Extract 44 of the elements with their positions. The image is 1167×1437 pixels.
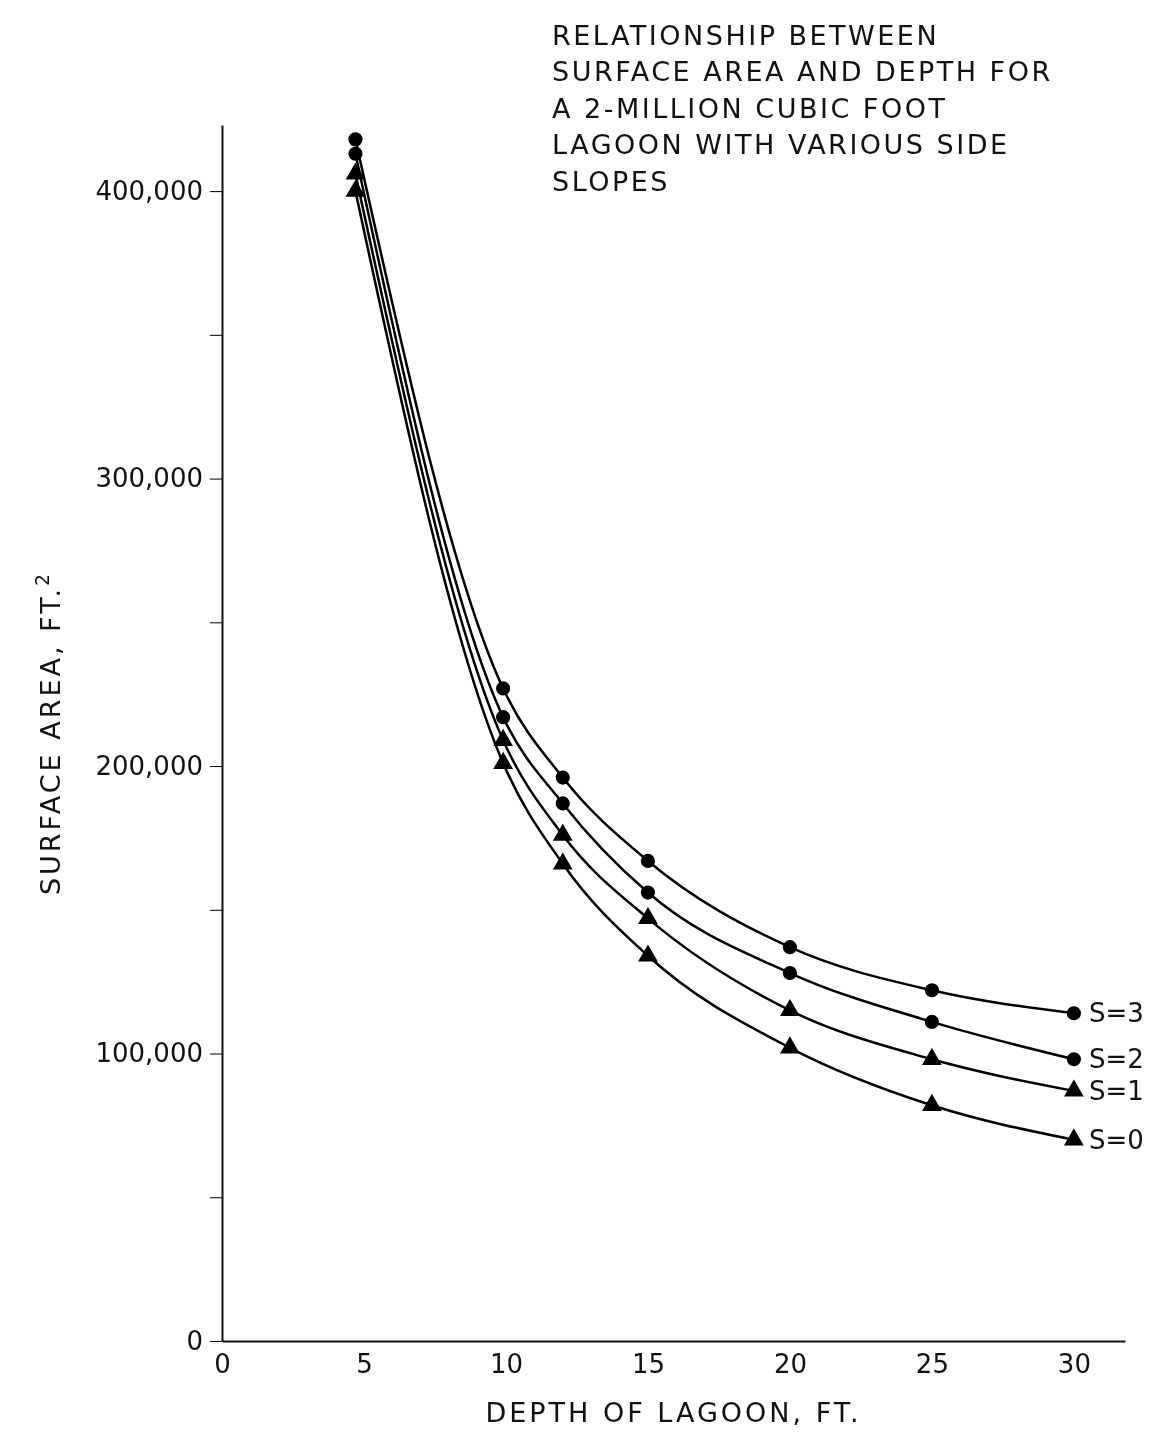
point: [348, 146, 363, 161]
point: [922, 1094, 942, 1111]
point: [1064, 1129, 1084, 1146]
point: [924, 1014, 939, 1029]
point: [780, 1037, 800, 1054]
x-tick-label: 25: [915, 1348, 949, 1379]
point: [1066, 1052, 1081, 1067]
y-tick-label: 100,000: [95, 1038, 203, 1069]
point: [493, 752, 513, 769]
x-tick-label: 0: [214, 1348, 231, 1379]
point: [555, 770, 570, 785]
y-tick-label: 300,000: [95, 463, 203, 494]
point: [922, 1048, 942, 1065]
x-tick-label: 20: [773, 1348, 807, 1379]
point: [638, 945, 658, 962]
point: [1066, 1006, 1081, 1021]
point: [782, 965, 797, 981]
y-tick-label: 400,000: [95, 175, 203, 206]
x-tick-label: 10: [489, 1348, 524, 1379]
series-label: S=1: [1088, 1075, 1144, 1106]
point: [555, 796, 570, 811]
point: [553, 853, 572, 870]
y-tick-label: 200,000: [95, 750, 203, 781]
chart-title: RELATIONSHIP BETWEEN SURFACE AREA AND DEPTH FOR A 2-MILLION CUBIC FOOT LAGOON WITH VARIOUS SIDE SLOPES: [552, 20, 1053, 197]
point: [1064, 1080, 1084, 1097]
point: [640, 853, 656, 868]
y-tick-label: 0: [186, 1325, 203, 1356]
point: [638, 907, 658, 925]
series-label: S=2: [1088, 1044, 1144, 1075]
point: [640, 885, 656, 900]
point: [553, 824, 572, 841]
point: [493, 729, 513, 746]
x-tick-label: 15: [631, 1348, 665, 1379]
point: [924, 983, 939, 998]
point: [348, 132, 363, 147]
point: [780, 999, 800, 1017]
point: [496, 681, 511, 696]
point: [782, 940, 797, 955]
x-tick-label: 5: [356, 1348, 373, 1379]
x-axis-title: DEPTH OF LAGOON, FT.: [485, 1397, 862, 1428]
series-label: S=3: [1088, 998, 1144, 1029]
x-tick-label: 30: [1057, 1348, 1091, 1379]
series-label: S=0: [1088, 1124, 1144, 1155]
point: [496, 710, 511, 725]
